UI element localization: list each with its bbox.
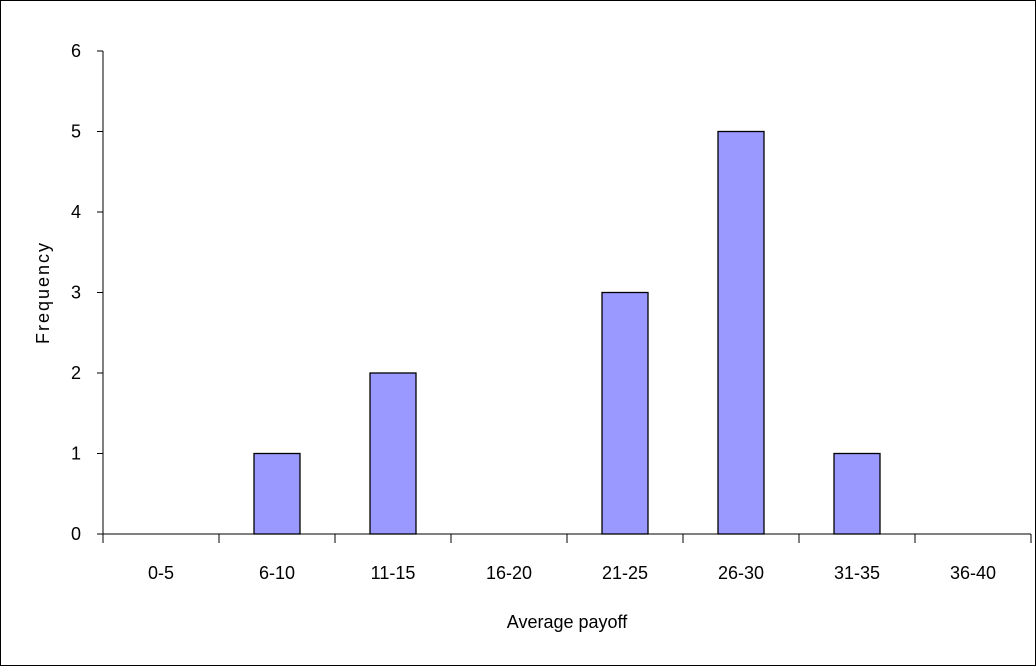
y-tick-label: 0 (71, 524, 81, 544)
y-tick-label: 6 (71, 41, 81, 61)
x-tick-label: 31-35 (834, 563, 880, 583)
x-axis-title: Average payoff (507, 612, 628, 632)
bar-11-15 (369, 372, 417, 535)
x-tick-label: 36-40 (950, 563, 996, 583)
bar-21-25 (601, 291, 649, 535)
y-tick-label: 4 (71, 202, 81, 222)
bar-31-35 (833, 452, 881, 535)
y-ticks: 0 1 2 3 4 5 6 (71, 41, 103, 544)
axes (102, 51, 1031, 535)
y-tick-label: 3 (71, 283, 81, 303)
x-tick-label: 26-30 (718, 563, 764, 583)
x-tick-label: 6-10 (259, 563, 295, 583)
bars (253, 130, 881, 535)
y-tick-label: 1 (71, 444, 81, 464)
y-tick-label: 5 (71, 122, 81, 142)
bar-26-30 (717, 130, 765, 535)
bar-6-10 (253, 452, 301, 535)
y-axis-title: Frequency (33, 241, 53, 344)
x-tick-label: 16-20 (486, 563, 532, 583)
x-ticks: 0-5 6-10 11-15 16-20 21-25 26-30 31-35 36-40 (102, 534, 1032, 583)
x-tick-label: 21-25 (602, 563, 648, 583)
x-tick-label: 11-15 (371, 563, 416, 583)
y-tick-label: 2 (71, 363, 81, 383)
x-tick-label: 0-5 (148, 563, 174, 583)
